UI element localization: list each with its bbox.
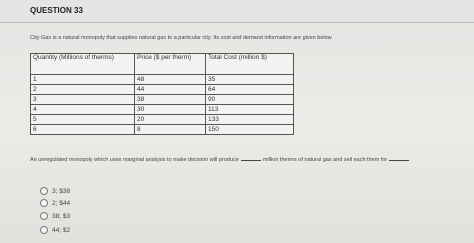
radio-button[interactable] <box>40 199 48 207</box>
table-cell: 113 <box>205 104 294 115</box>
intro-text: City Gas is a natural monopoly that supp… <box>30 35 332 41</box>
header-row: Quantity (Millions of therms) Price ($ pe… <box>30 53 294 75</box>
blank <box>389 160 410 161</box>
question-part: million therms of natural gas and sell e… <box>262 157 388 163</box>
table-cell: 38 <box>134 94 206 105</box>
table-cell: 2 <box>30 84 135 95</box>
table-row: 5 20 133 <box>30 114 294 125</box>
option[interactable]: 38; $3 <box>40 212 70 220</box>
option[interactable]: 2; $44 <box>40 199 70 207</box>
question-part: An unregulated monopoly which uses margi… <box>30 157 239 163</box>
radio-button[interactable] <box>40 187 48 195</box>
table-row: 2 44 64 <box>30 84 294 95</box>
table-cell: 64 <box>205 84 294 95</box>
option-label: 3; $38 <box>52 187 71 195</box>
table-cell: 90 <box>205 94 294 105</box>
table-cell: 150 <box>205 124 294 135</box>
table-row: 4 30 113 <box>30 104 294 115</box>
table-cell: 48 <box>134 74 206 85</box>
option[interactable]: 3; $38 <box>40 187 70 195</box>
table-cell: 1 <box>30 74 135 85</box>
table-cell: 4 <box>30 104 135 115</box>
table-cell: 35 <box>205 74 294 85</box>
divider <box>0 22 474 23</box>
option-label: 2; $44 <box>52 199 71 207</box>
question-text: An unregulated monopoly which uses margi… <box>30 156 470 164</box>
table-cell: 3 <box>30 94 135 105</box>
radio-button[interactable] <box>40 212 48 220</box>
blank <box>240 160 261 161</box>
table-cell: 6 <box>30 124 135 135</box>
option[interactable]: 44; $2 <box>40 226 70 234</box>
table-row: 1 48 35 <box>30 74 294 85</box>
header-cell: Price ($ per therm) <box>134 53 206 75</box>
table-row: 3 38 90 <box>30 94 294 105</box>
table-cell: 44 <box>134 84 206 95</box>
option-label: 38; $3 <box>52 212 71 220</box>
question-title: QUESTION 33 <box>30 6 83 15</box>
table-row: 6 8 150 <box>30 124 294 135</box>
header-cell: Quantity (Millions of therms) <box>30 53 135 75</box>
table-cell: 30 <box>134 104 206 115</box>
table-cell: 8 <box>134 124 206 135</box>
data-table: Quantity (Millions of therms) Price ($ pe… <box>30 53 294 135</box>
table-cell: 133 <box>205 114 294 125</box>
option-label: 44; $2 <box>52 226 71 234</box>
header-cell: Total Cost (million $) <box>205 53 294 75</box>
table-cell: 5 <box>30 114 135 125</box>
table-cell: 20 <box>134 114 206 125</box>
radio-button[interactable] <box>40 226 48 234</box>
